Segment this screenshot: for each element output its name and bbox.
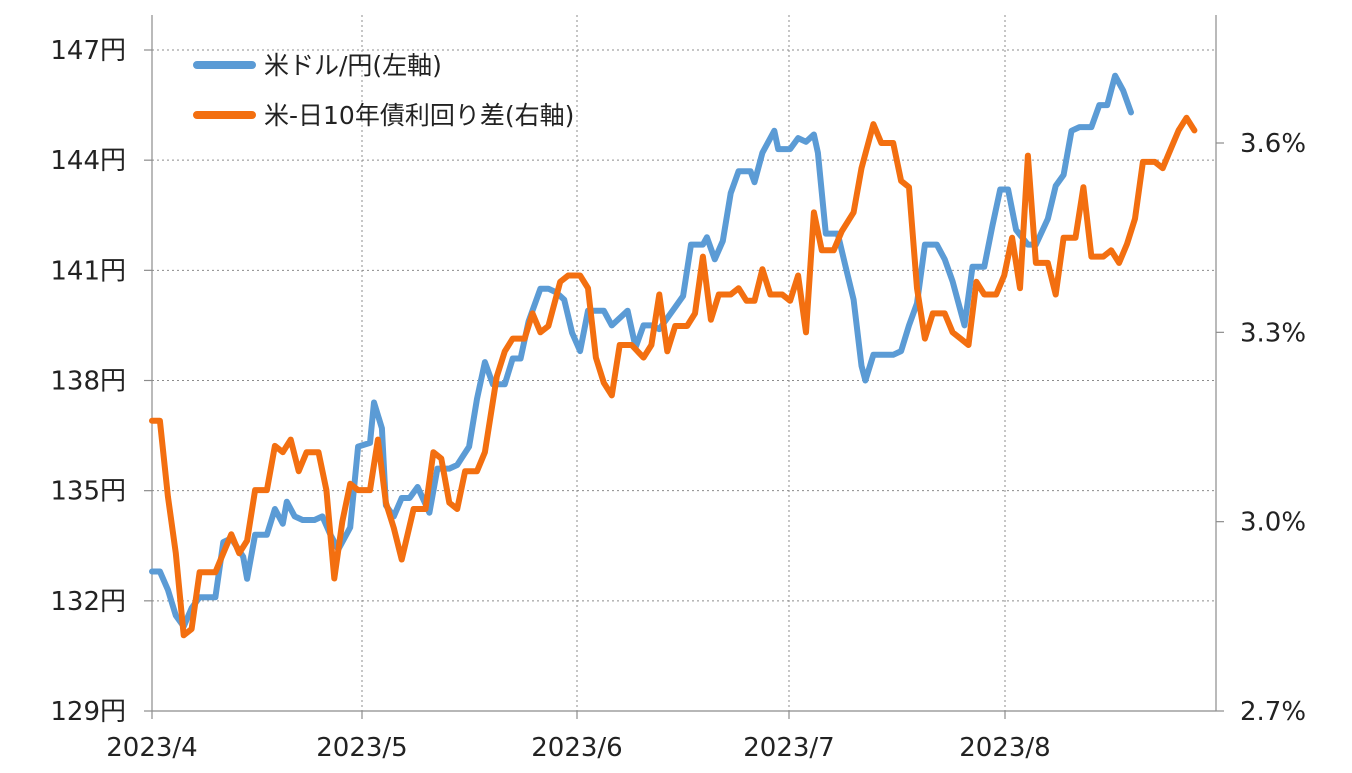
right-tick-label: 3.0% [1240,508,1306,538]
x-tick-label: 2023/8 [959,733,1050,763]
left-tick-label: 141円 [50,256,126,286]
x-tick-label: 2023/4 [106,733,197,763]
right-tick-label: 3.3% [1240,318,1306,348]
right-y-axis-tick-labels: 2.7% 3.0% 3.3% 3.6% [1240,129,1306,727]
left-tick-label: 138円 [50,367,126,397]
series-lines [149,72,1198,639]
x-axis-tick-labels: 2023/4 2023/5 2023/6 2023/7 2023/8 [106,733,1050,763]
legend: 米ドル/円(左軸) 米-日10年債利回り差(右軸) [193,51,574,130]
axes [144,15,1224,719]
left-tick-label: 132円 [50,587,126,617]
series-line-usdjpy [149,72,1134,630]
left-tick-label: 129円 [50,697,126,727]
legend-label-yield-spread: 米-日10年債利回り差(右軸) [264,101,574,130]
left-tick-label: 147円 [50,36,126,66]
x-tick-label: 2023/6 [531,733,622,763]
right-tick-label: 2.7% [1240,697,1306,727]
x-tick-label: 2023/7 [743,733,834,763]
series-line-yield-spread [149,114,1198,639]
left-y-axis-tick-labels: 129円 132円 135円 138円 141円 144円 147円 [50,36,126,727]
legend-label-usdjpy: 米ドル/円(左軸) [264,51,442,80]
right-tick-label: 3.6% [1240,129,1306,159]
gridlines [152,15,1216,711]
left-tick-label: 144円 [50,146,126,176]
x-tick-label: 2023/5 [316,733,407,763]
left-tick-label: 135円 [50,477,126,507]
